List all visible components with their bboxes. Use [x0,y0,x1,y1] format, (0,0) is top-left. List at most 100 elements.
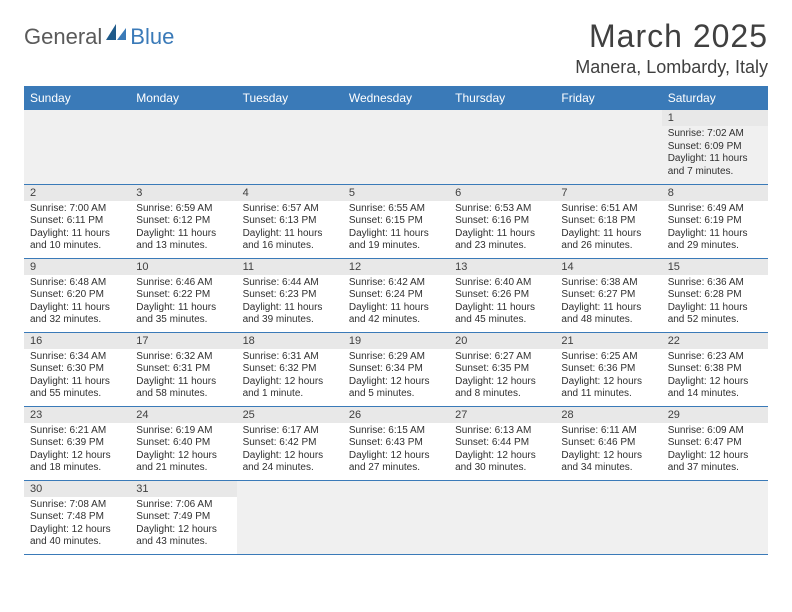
day-number: 6 [449,185,555,201]
calendar-cell [449,480,555,554]
brand-part2: Blue [130,24,174,50]
day-info: Sunrise: 6:15 AMSunset: 6:43 PMDaylight:… [343,423,449,479]
day-info: Sunrise: 6:53 AMSunset: 6:16 PMDaylight:… [449,201,555,257]
calendar-cell: 6Sunrise: 6:53 AMSunset: 6:16 PMDaylight… [449,184,555,258]
day-info: Sunrise: 7:02 AMSunset: 6:09 PMDaylight:… [662,126,768,182]
day-info: Sunrise: 6:57 AMSunset: 6:13 PMDaylight:… [237,201,343,257]
calendar-head: SundayMondayTuesdayWednesdayThursdayFrid… [24,86,768,110]
location-text: Manera, Lombardy, Italy [575,57,768,78]
weekday-header: Wednesday [343,86,449,110]
calendar-cell: 4Sunrise: 6:57 AMSunset: 6:13 PMDaylight… [237,184,343,258]
day-number: 1 [662,110,768,126]
day-info: Sunrise: 6:29 AMSunset: 6:34 PMDaylight:… [343,349,449,405]
day-number: 10 [130,259,236,275]
day-info: Sunrise: 6:27 AMSunset: 6:35 PMDaylight:… [449,349,555,405]
day-number: 22 [662,333,768,349]
day-info: Sunrise: 7:00 AMSunset: 6:11 PMDaylight:… [24,201,130,257]
calendar-cell: 28Sunrise: 6:11 AMSunset: 6:46 PMDayligh… [555,406,661,480]
day-info: Sunrise: 6:44 AMSunset: 6:23 PMDaylight:… [237,275,343,331]
day-info: Sunrise: 6:42 AMSunset: 6:24 PMDaylight:… [343,275,449,331]
calendar-cell: 29Sunrise: 6:09 AMSunset: 6:47 PMDayligh… [662,406,768,480]
day-info: Sunrise: 6:25 AMSunset: 6:36 PMDaylight:… [555,349,661,405]
calendar-cell: 25Sunrise: 6:17 AMSunset: 6:42 PMDayligh… [237,406,343,480]
day-info: Sunrise: 6:19 AMSunset: 6:40 PMDaylight:… [130,423,236,479]
calendar-cell [555,480,661,554]
title-block: March 2025 Manera, Lombardy, Italy [575,18,768,78]
calendar-cell [237,480,343,554]
weekday-header: Sunday [24,86,130,110]
calendar-cell: 10Sunrise: 6:46 AMSunset: 6:22 PMDayligh… [130,258,236,332]
day-number: 3 [130,185,236,201]
calendar-cell: 18Sunrise: 6:31 AMSunset: 6:32 PMDayligh… [237,332,343,406]
logo-sail-icon [106,24,128,47]
day-number: 2 [24,185,130,201]
day-info: Sunrise: 6:11 AMSunset: 6:46 PMDaylight:… [555,423,661,479]
day-number: 18 [237,333,343,349]
calendar-cell: 3Sunrise: 6:59 AMSunset: 6:12 PMDaylight… [130,184,236,258]
calendar-table: SundayMondayTuesdayWednesdayThursdayFrid… [24,86,768,555]
weekday-header: Friday [555,86,661,110]
calendar-cell: 7Sunrise: 6:51 AMSunset: 6:18 PMDaylight… [555,184,661,258]
day-number: 21 [555,333,661,349]
month-title: March 2025 [575,18,768,55]
day-info: Sunrise: 6:09 AMSunset: 6:47 PMDaylight:… [662,423,768,479]
day-number: 30 [24,481,130,497]
calendar-cell: 26Sunrise: 6:15 AMSunset: 6:43 PMDayligh… [343,406,449,480]
calendar-cell [237,110,343,184]
day-info: Sunrise: 6:32 AMSunset: 6:31 PMDaylight:… [130,349,236,405]
day-info: Sunrise: 6:31 AMSunset: 6:32 PMDaylight:… [237,349,343,405]
day-info: Sunrise: 6:21 AMSunset: 6:39 PMDaylight:… [24,423,130,479]
weekday-header: Tuesday [237,86,343,110]
day-info: Sunrise: 6:17 AMSunset: 6:42 PMDaylight:… [237,423,343,479]
day-info: Sunrise: 6:48 AMSunset: 6:20 PMDaylight:… [24,275,130,331]
calendar-cell: 21Sunrise: 6:25 AMSunset: 6:36 PMDayligh… [555,332,661,406]
day-info: Sunrise: 6:51 AMSunset: 6:18 PMDaylight:… [555,201,661,257]
page-header: General Blue March 2025 Manera, Lombardy… [24,18,768,78]
day-info: Sunrise: 7:08 AMSunset: 7:48 PMDaylight:… [24,497,130,553]
calendar-cell: 12Sunrise: 6:42 AMSunset: 6:24 PMDayligh… [343,258,449,332]
calendar-cell: 19Sunrise: 6:29 AMSunset: 6:34 PMDayligh… [343,332,449,406]
calendar-cell: 23Sunrise: 6:21 AMSunset: 6:39 PMDayligh… [24,406,130,480]
day-number: 27 [449,407,555,423]
calendar-cell: 5Sunrise: 6:55 AMSunset: 6:15 PMDaylight… [343,184,449,258]
day-number: 29 [662,407,768,423]
day-number: 14 [555,259,661,275]
calendar-cell: 22Sunrise: 6:23 AMSunset: 6:38 PMDayligh… [662,332,768,406]
calendar-cell: 24Sunrise: 6:19 AMSunset: 6:40 PMDayligh… [130,406,236,480]
day-info: Sunrise: 6:49 AMSunset: 6:19 PMDaylight:… [662,201,768,257]
day-info: Sunrise: 7:06 AMSunset: 7:49 PMDaylight:… [130,497,236,553]
day-number: 16 [24,333,130,349]
calendar-cell: 31Sunrise: 7:06 AMSunset: 7:49 PMDayligh… [130,480,236,554]
day-number: 15 [662,259,768,275]
day-number: 4 [237,185,343,201]
day-number: 8 [662,185,768,201]
day-info: Sunrise: 6:34 AMSunset: 6:30 PMDaylight:… [24,349,130,405]
day-info: Sunrise: 6:36 AMSunset: 6:28 PMDaylight:… [662,275,768,331]
calendar-cell: 30Sunrise: 7:08 AMSunset: 7:48 PMDayligh… [24,480,130,554]
weekday-header: Saturday [662,86,768,110]
day-info: Sunrise: 6:59 AMSunset: 6:12 PMDaylight:… [130,201,236,257]
day-number: 31 [130,481,236,497]
day-info: Sunrise: 6:40 AMSunset: 6:26 PMDaylight:… [449,275,555,331]
day-number: 7 [555,185,661,201]
calendar-body: 1Sunrise: 7:02 AMSunset: 6:09 PMDaylight… [24,110,768,554]
day-info: Sunrise: 6:55 AMSunset: 6:15 PMDaylight:… [343,201,449,257]
day-number: 24 [130,407,236,423]
calendar-cell [130,110,236,184]
brand-part1: General [24,24,102,50]
day-number: 5 [343,185,449,201]
calendar-cell: 20Sunrise: 6:27 AMSunset: 6:35 PMDayligh… [449,332,555,406]
calendar-cell: 13Sunrise: 6:40 AMSunset: 6:26 PMDayligh… [449,258,555,332]
calendar-cell [24,110,130,184]
day-number: 26 [343,407,449,423]
calendar-cell: 9Sunrise: 6:48 AMSunset: 6:20 PMDaylight… [24,258,130,332]
calendar-cell: 11Sunrise: 6:44 AMSunset: 6:23 PMDayligh… [237,258,343,332]
calendar-cell [343,110,449,184]
calendar-cell: 14Sunrise: 6:38 AMSunset: 6:27 PMDayligh… [555,258,661,332]
day-number: 9 [24,259,130,275]
day-number: 13 [449,259,555,275]
weekday-header: Monday [130,86,236,110]
day-number: 23 [24,407,130,423]
calendar-cell: 17Sunrise: 6:32 AMSunset: 6:31 PMDayligh… [130,332,236,406]
calendar-cell [449,110,555,184]
